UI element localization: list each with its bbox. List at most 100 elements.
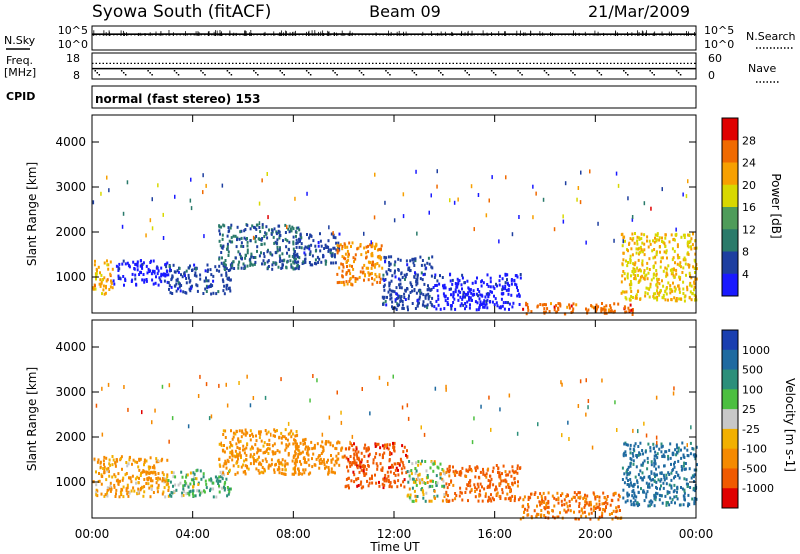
power-echo-cell [292, 247, 295, 251]
power-echo-cell [658, 290, 661, 294]
velocity-echo-cell [517, 480, 519, 484]
velocity-echo-cell [393, 480, 396, 484]
velocity-colorbar-band [722, 330, 738, 351]
power-echo-cell [446, 297, 449, 301]
velocity-echo-cell [130, 489, 133, 493]
velocity-echo-cell [353, 480, 356, 484]
power-echo-cell [254, 240, 257, 244]
velocity-echo-cell [605, 505, 607, 509]
power-echo-cell [141, 265, 143, 269]
power-echo-cell [585, 240, 587, 245]
power-echo-cell [487, 294, 490, 298]
velocity-echo-cell [632, 459, 635, 463]
power-echo-cell [106, 259, 108, 263]
power-echo-cell [489, 280, 492, 284]
velocity-echo-cell [516, 471, 519, 475]
velocity-echo-cell [363, 471, 366, 475]
velocity-echo-cell [639, 441, 642, 445]
velocity-echo-cell [157, 486, 160, 490]
velocity-echo-cell [509, 489, 512, 493]
power-echo-cell [482, 305, 485, 309]
velocity-echo-cell [497, 471, 499, 474]
velocity-echo-cell [540, 509, 543, 512]
velocity-echo-cell [114, 495, 117, 498]
velocity-echo-cell [401, 405, 404, 410]
power-echo-cell [660, 256, 663, 260]
velocity-echo-cell [217, 482, 220, 485]
power-echo-cell [451, 282, 454, 286]
velocity-echo-cell [366, 460, 369, 463]
power-echo-cell [504, 287, 507, 291]
power-echo-cell [357, 246, 360, 250]
velocity-echo-cell [119, 479, 121, 483]
power-echo-cell [430, 193, 432, 198]
power-echo-cell [444, 299, 447, 303]
power-echo-cell [633, 263, 636, 267]
power-echo-cell [467, 286, 470, 290]
power-echo-cell [341, 255, 344, 258]
power-echo-cell [330, 248, 332, 252]
velocity-echo-cell [394, 473, 397, 477]
power-echo-cell [134, 262, 137, 266]
velocity-echo-cell [487, 499, 490, 502]
velocity-echo-cell [598, 495, 601, 499]
power-echo-cell [372, 263, 375, 267]
velocity-echo-cell [667, 457, 670, 461]
velocity-echo-cell [676, 497, 679, 501]
velocity-echo-cell [481, 499, 484, 503]
velocity-echo-cell [223, 473, 226, 477]
velocity-echo-cell [130, 480, 133, 484]
velocity-echo-cell [629, 499, 632, 503]
power-echo-cell [202, 292, 205, 295]
velocity-echo-cell [337, 457, 340, 461]
velocity-echo-cell [129, 455, 131, 459]
velocity-echo-cell [215, 495, 218, 499]
power-echo-cell [644, 291, 647, 295]
power-echo-cell [514, 282, 517, 286]
velocity-echo-cell [306, 450, 309, 454]
power-echo-cell [298, 245, 301, 249]
power-echo-cell [443, 307, 446, 311]
velocity-echo-cell [673, 462, 675, 466]
velocity-echo-cell [204, 479, 207, 483]
power-echo-cell [242, 262, 245, 266]
velocity-echo-cell [597, 517, 600, 521]
power-echo-cell [382, 277, 385, 281]
velocity-echo-cell [199, 469, 202, 473]
power-echo-cell [205, 290, 208, 293]
power-echo-cell [389, 297, 392, 301]
power-echo-cell [576, 197, 578, 202]
velocity-echo-cell [258, 431, 261, 435]
velocity-echo-cell [115, 492, 117, 496]
velocity-echo-cell [259, 448, 262, 452]
power-echo-cell [242, 245, 245, 248]
power-colorbar-band [722, 273, 738, 297]
power-echo-cell [641, 274, 644, 278]
velocity-echo-cell [161, 384, 164, 389]
nave-dip-dot [679, 74, 682, 76]
power-echo-cell [519, 276, 522, 280]
velocity-echo-cell [255, 439, 258, 443]
power-echo-cell [255, 235, 258, 238]
power-echo-cell [625, 290, 628, 294]
velocity-echo-cell [382, 486, 385, 490]
velocity-echo-cell [265, 432, 268, 436]
velocity-echo-cell [625, 470, 628, 474]
velocity-echo-cell [325, 440, 328, 443]
velocity-echo-cell [361, 387, 363, 391]
velocity-echo-cell [296, 433, 299, 437]
velocity-echo-cell [454, 497, 457, 501]
velocity-echo-cell [470, 488, 473, 492]
velocity-echo-cell [660, 450, 663, 454]
power-echo-cell [434, 284, 437, 287]
velocity-echo-cell [335, 454, 338, 458]
nave-dip-dot [675, 70, 678, 72]
velocity-echo-cell [192, 485, 194, 489]
velocity-echo-cell [109, 481, 112, 485]
velocity-echo-cell [668, 483, 671, 487]
power-echo-cell [661, 236, 663, 240]
velocity-echo-cell [224, 436, 227, 439]
velocity-echo-cell [426, 474, 429, 477]
velocity-colorbar-tick: 100 [742, 383, 763, 396]
velocity-colorbar-frame [721, 329, 739, 509]
